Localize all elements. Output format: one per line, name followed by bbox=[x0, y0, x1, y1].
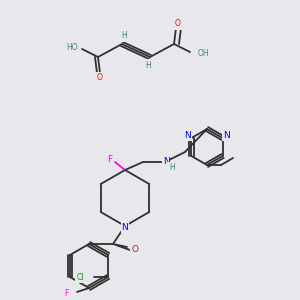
Text: H: H bbox=[169, 164, 175, 172]
Text: OH: OH bbox=[198, 50, 210, 58]
Text: F: F bbox=[107, 154, 112, 164]
Text: F: F bbox=[64, 290, 69, 298]
Text: H: H bbox=[121, 32, 127, 40]
Text: Cl: Cl bbox=[76, 272, 84, 281]
Text: N: N bbox=[163, 158, 170, 166]
Text: N: N bbox=[122, 223, 128, 232]
Text: H: H bbox=[145, 61, 151, 70]
Text: O: O bbox=[97, 74, 103, 82]
Text: O: O bbox=[131, 244, 139, 253]
Text: N: N bbox=[223, 130, 230, 140]
Text: N: N bbox=[184, 130, 191, 140]
Text: O: O bbox=[175, 20, 181, 28]
Text: HO: HO bbox=[66, 43, 78, 52]
